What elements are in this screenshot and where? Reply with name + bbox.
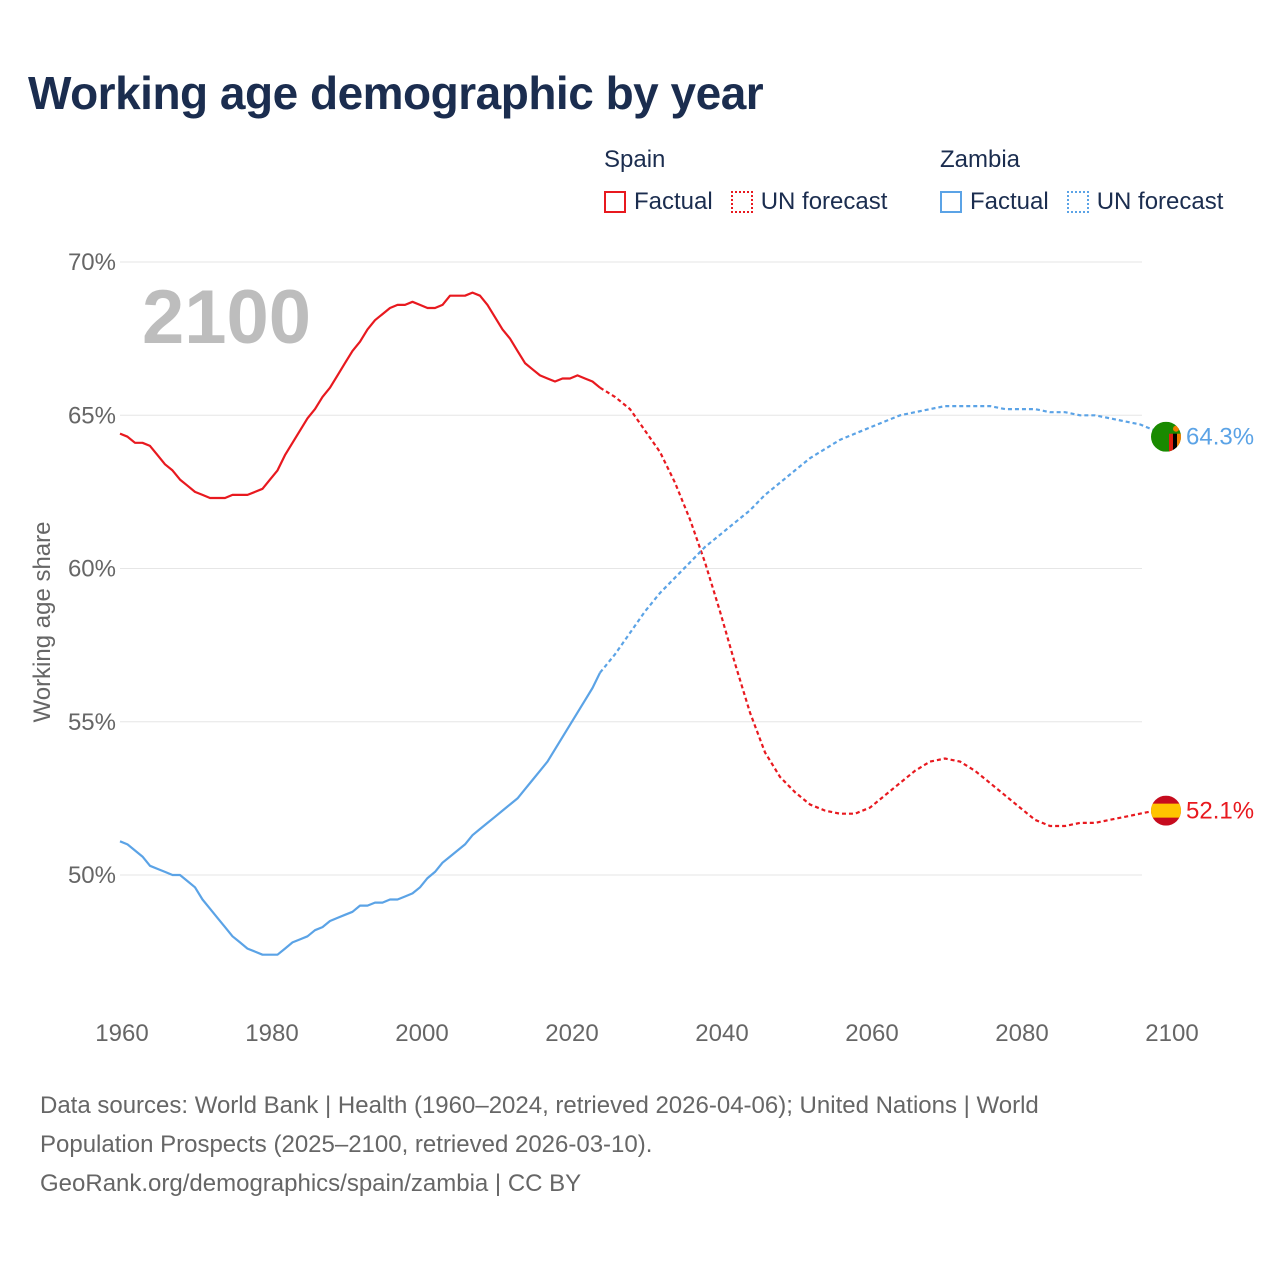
- x-tick-label: 2040: [695, 1020, 748, 1047]
- year-watermark: 2100: [142, 275, 311, 360]
- spain-flag-icon: [1151, 796, 1181, 826]
- y-tick-label: 70%: [68, 249, 116, 276]
- zambia-flag-icon: [1151, 422, 1181, 452]
- spain-forecast-line[interactable]: [600, 388, 1170, 826]
- footer: Data sources: World Bank | Health (1960–…: [40, 1086, 1240, 1203]
- y-axis-label: Working age share: [29, 522, 56, 723]
- x-tick-label: 1980: [245, 1020, 298, 1047]
- x-tick-label: 2020: [545, 1020, 598, 1047]
- series-lines: [120, 293, 1170, 955]
- zambia-factual-line[interactable]: [120, 673, 600, 955]
- x-tick-label: 1960: [95, 1020, 148, 1047]
- x-tick-label: 2000: [395, 1020, 448, 1047]
- footer-source-line-2: Population Prospects (2025–2100, retriev…: [40, 1125, 1240, 1164]
- y-ticks: 50% 55% 60% 65% 70%: [68, 249, 116, 889]
- spain-end-label: 52.1%: [1186, 798, 1254, 825]
- zambia-end-label: 64.3%: [1186, 424, 1254, 451]
- y-tick-label: 50%: [68, 862, 116, 889]
- y-tick-label: 60%: [68, 556, 116, 583]
- end-markers: 52.1% 64.3%: [1151, 422, 1254, 826]
- zambia-forecast-line[interactable]: [600, 406, 1170, 673]
- x-tick-label: 2060: [845, 1020, 898, 1047]
- footer-url[interactable]: GeoRank.org/demographics/spain/zambia | …: [40, 1164, 1240, 1203]
- x-tick-label: 2080: [995, 1020, 1048, 1047]
- footer-source-line-1: Data sources: World Bank | Health (1960–…: [40, 1086, 1240, 1125]
- y-tick-label: 55%: [68, 709, 116, 736]
- x-tick-label: 2100: [1145, 1020, 1198, 1047]
- y-tick-label: 65%: [68, 402, 116, 429]
- x-ticks: 1960 1980 2000 2020 2040 2060 2080 2100: [95, 1020, 1198, 1047]
